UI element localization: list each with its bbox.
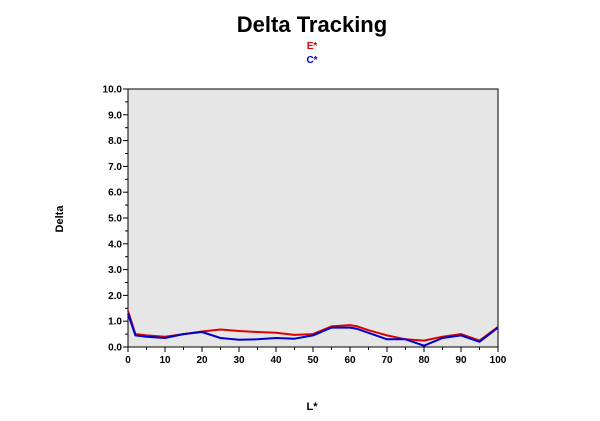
x-tick-label: 10 [159, 355, 171, 366]
legend-entry-c: C* [306, 55, 317, 66]
chart-title: Delta Tracking [237, 12, 387, 37]
legend: E* C* [306, 41, 317, 66]
plot-area [127, 88, 499, 348]
y-tick-label: 4.0 [108, 239, 122, 250]
y-tick-label: 6.0 [108, 188, 122, 199]
y-tick-label: 8.0 [108, 136, 122, 147]
x-tick-label: 30 [233, 355, 245, 366]
y-tick-label: 7.0 [108, 162, 122, 173]
y-tick-label: 1.0 [108, 317, 122, 328]
x-axis: 0 10 20 30 40 50 60 70 80 90 100 [125, 347, 507, 366]
x-tick-label: 90 [455, 355, 467, 366]
x-tick-label: 20 [196, 355, 208, 366]
y-tick-label: 0.0 [108, 343, 122, 354]
x-axis-label: L* [307, 401, 319, 413]
y-tick-label: 2.0 [108, 291, 122, 302]
series-lines [127, 310, 499, 347]
x-tick-label: 40 [270, 355, 282, 366]
series-line-c [127, 313, 499, 347]
x-tick-label: 80 [418, 355, 430, 366]
x-tick-label: 70 [381, 355, 393, 366]
legend-entry-e: E* [307, 41, 318, 52]
x-tick-label: 60 [344, 355, 356, 366]
y-axis: 0.0 1.0 2.0 3.0 4.0 5.0 6.0 7.0 8.0 9.0 10.0 [103, 85, 128, 354]
y-tick-label: 10.0 [103, 85, 123, 96]
y-tick-label: 9.0 [108, 110, 122, 121]
x-tick-label: 100 [490, 355, 507, 366]
x-tick-label: 0 [125, 355, 131, 366]
x-tick-label: 50 [307, 355, 319, 366]
y-tick-label: 5.0 [108, 214, 122, 225]
y-axis-label: Delta [54, 205, 66, 233]
y-tick-label: 3.0 [108, 265, 122, 276]
